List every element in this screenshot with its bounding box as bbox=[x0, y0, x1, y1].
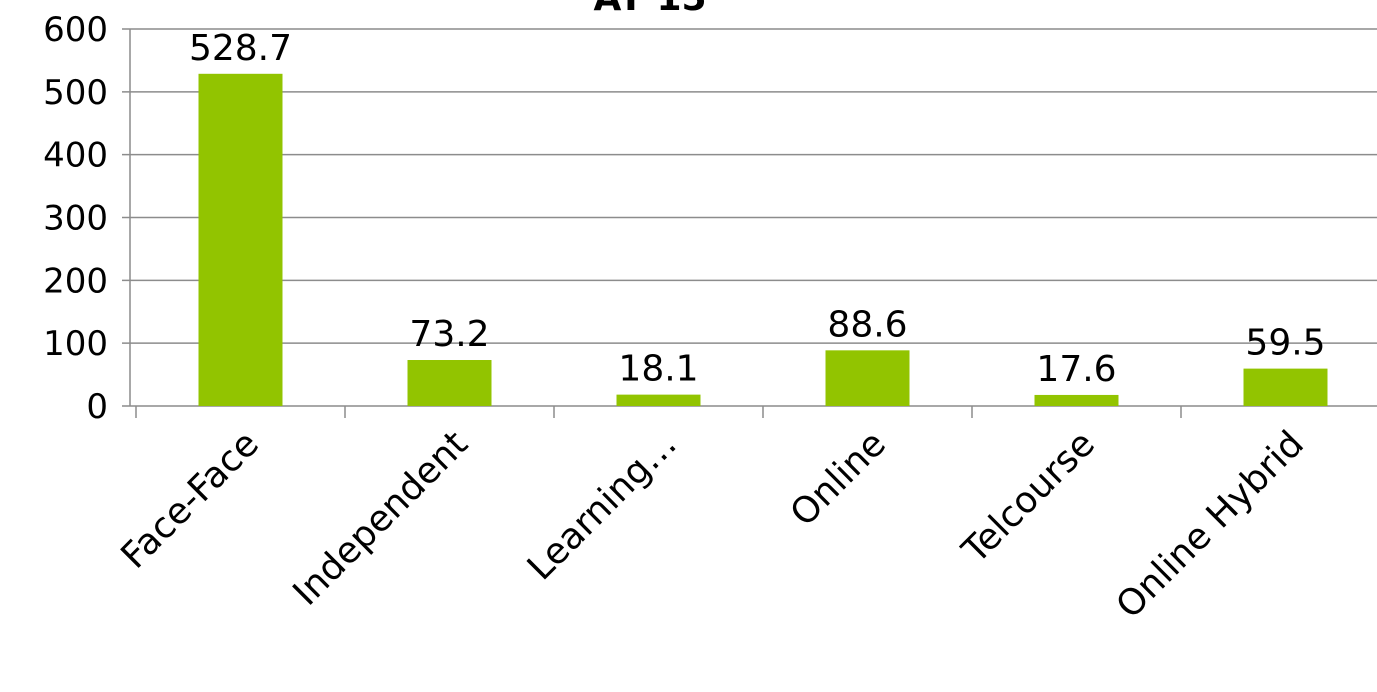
y-tick-label: 300 bbox=[43, 199, 108, 239]
y-tick-label: 0 bbox=[86, 387, 108, 427]
bar bbox=[825, 350, 910, 406]
bar bbox=[198, 73, 283, 406]
value-label: 73.2 bbox=[409, 314, 489, 355]
x-tick-label: Independent bbox=[286, 423, 476, 613]
y-tick-label: 600 bbox=[43, 10, 108, 50]
bar bbox=[1034, 394, 1119, 406]
y-tick-label: 500 bbox=[43, 73, 108, 113]
y-tick-label: 100 bbox=[43, 324, 108, 364]
y-tick-label: 200 bbox=[43, 261, 108, 301]
value-label: 528.7 bbox=[189, 28, 292, 69]
x-tick-label: Online Hybrid bbox=[1109, 423, 1312, 626]
value-label: 17.6 bbox=[1036, 349, 1116, 390]
x-tick-label: Telcourse bbox=[954, 423, 1103, 572]
value-label: 88.6 bbox=[827, 304, 907, 345]
x-tick-label: Learning… bbox=[520, 423, 685, 588]
y-tick-label: 400 bbox=[43, 136, 108, 176]
x-tick-label: Face-Face bbox=[114, 423, 267, 576]
value-label: 18.1 bbox=[618, 349, 698, 390]
bar bbox=[1243, 368, 1328, 406]
chart-title: AY 15 bbox=[593, 0, 706, 19]
bar bbox=[407, 360, 492, 406]
value-label: 59.5 bbox=[1245, 323, 1325, 364]
x-tick-label: Online bbox=[783, 423, 894, 534]
bar bbox=[616, 394, 701, 406]
